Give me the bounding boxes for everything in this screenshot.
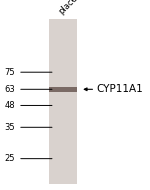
Text: 48: 48 xyxy=(4,101,15,110)
Text: 63: 63 xyxy=(4,85,15,94)
FancyBboxPatch shape xyxy=(50,87,76,92)
Text: CYP11A1: CYP11A1 xyxy=(97,84,144,94)
Text: 35: 35 xyxy=(4,123,15,132)
Text: placenta: placenta xyxy=(57,0,89,16)
Text: 25: 25 xyxy=(4,154,15,163)
FancyBboxPatch shape xyxy=(50,19,76,184)
Text: 75: 75 xyxy=(4,68,15,77)
